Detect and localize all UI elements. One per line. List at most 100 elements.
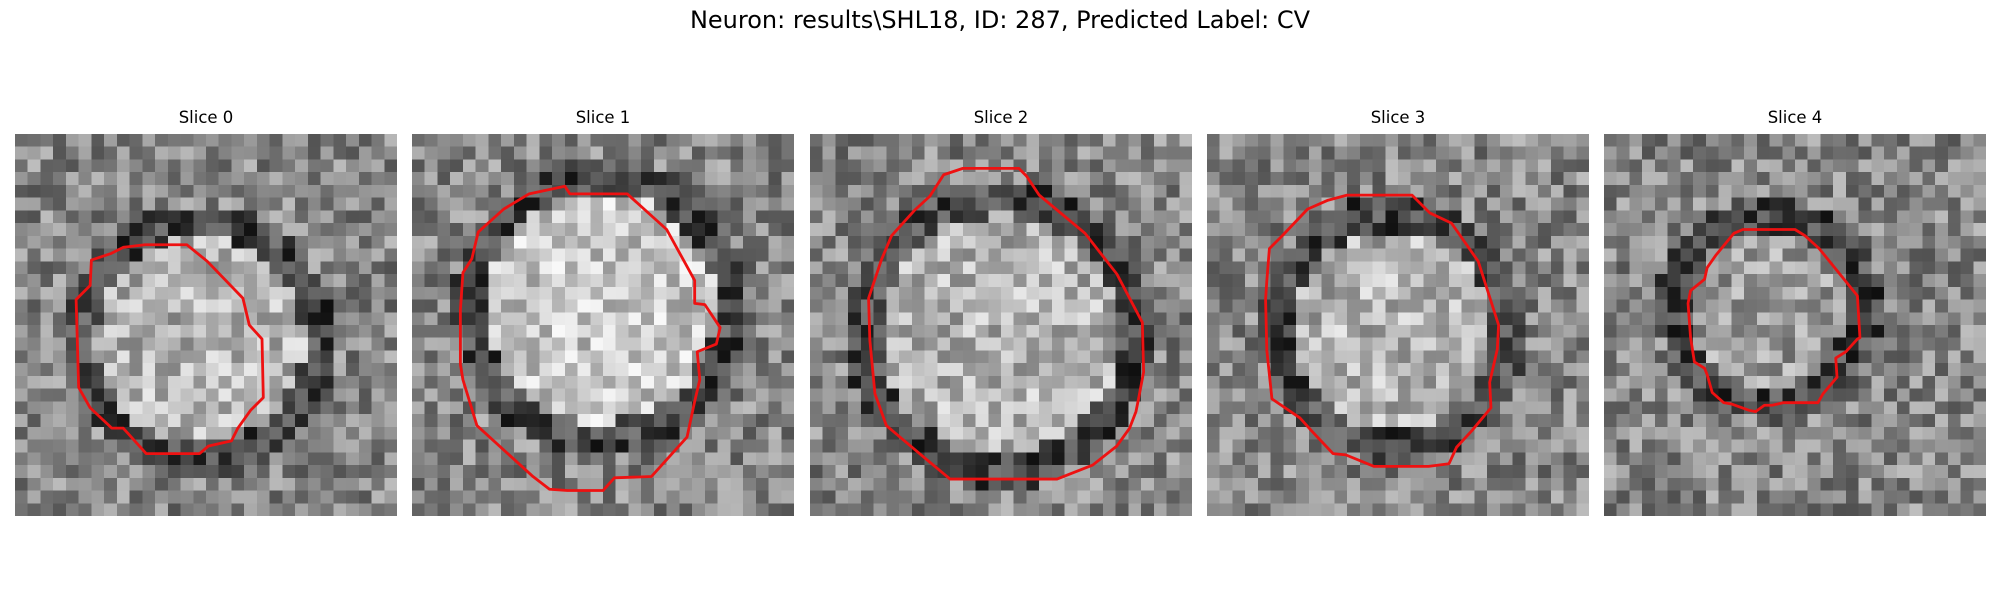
image-pixel: [1820, 134, 1834, 148]
image-pixel: [899, 477, 913, 491]
image-pixel: [1232, 414, 1246, 428]
image-pixel: [53, 325, 67, 339]
image-pixel: [666, 274, 680, 288]
image-pixel: [1731, 248, 1745, 262]
image-pixel: [501, 503, 515, 516]
image-pixel: [1077, 261, 1091, 275]
image-pixel: [835, 261, 849, 275]
image-pixel: [1896, 184, 1910, 199]
image-pixel: [781, 248, 794, 262]
image-pixel: [822, 452, 836, 466]
image-pixel: [860, 210, 875, 224]
image-pixel: [1525, 223, 1539, 237]
image-pixel: [1576, 426, 1589, 440]
image-pixel: [768, 235, 782, 249]
image-pixel: [437, 452, 451, 466]
image-pixel: [1296, 312, 1310, 326]
image-pixel: [1232, 439, 1246, 453]
image-pixel: [1039, 388, 1053, 402]
image-pixel: [1550, 299, 1564, 313]
panel-title-slice-0: Slice 0: [178, 108, 234, 127]
image-pixel: [1128, 375, 1142, 390]
image-pixel: [27, 210, 41, 224]
image-pixel: [937, 299, 951, 313]
image-pixel: [950, 414, 964, 428]
image-pixel: [358, 503, 372, 516]
image-pixel: [768, 274, 782, 288]
image-pixel: [1973, 312, 1986, 326]
image-pixel: [1039, 235, 1053, 249]
image-pixel: [1744, 146, 1758, 160]
image-pixel: [282, 197, 296, 211]
image-pixel: [462, 363, 477, 377]
image-pixel: [358, 401, 372, 415]
image-pixel: [346, 159, 360, 173]
image-pixel: [1115, 235, 1129, 249]
image-pixel: [91, 223, 105, 237]
image-pixel: [1283, 414, 1297, 428]
image-pixel: [1207, 172, 1221, 186]
image-pixel: [666, 337, 680, 351]
image-pixel: [1232, 286, 1246, 300]
image-pixel: [835, 401, 849, 415]
image-pixel: [666, 261, 680, 275]
image-pixel: [835, 235, 849, 249]
image-pixel: [552, 274, 566, 288]
image-pixel: [1525, 477, 1539, 491]
image-pixel: [641, 350, 655, 364]
image-pixel: [924, 146, 938, 160]
image-pixel: [835, 134, 849, 148]
image-pixel: [424, 426, 438, 440]
image-pixel: [1359, 503, 1373, 516]
image-pixel: [231, 235, 245, 249]
image-pixel: [501, 401, 515, 415]
image-pixel: [1385, 452, 1399, 466]
image-pixel: [371, 172, 385, 186]
image-pixel: [167, 134, 181, 148]
image-pixel: [1550, 146, 1564, 160]
image-pixel: [78, 477, 92, 491]
image-pixel: [1820, 248, 1834, 262]
image-pixel: [437, 388, 451, 402]
image-pixel: [692, 465, 706, 479]
image-pixel: [1347, 375, 1361, 390]
image-pixel: [1077, 337, 1091, 351]
image-pixel: [462, 452, 477, 466]
image-pixel: [899, 465, 913, 479]
image-pixel: [1680, 465, 1694, 479]
image-pixel: [1090, 159, 1104, 173]
image-pixel: [1705, 363, 1719, 377]
image-pixel: [501, 172, 515, 186]
image-pixel: [104, 159, 118, 173]
image-pixel: [1896, 426, 1910, 440]
image-pixel: [1935, 363, 1949, 377]
image-pixel: [1833, 401, 1847, 415]
image-pixel: [65, 477, 80, 491]
image-pixel: [552, 401, 566, 415]
image-pixel: [501, 490, 515, 504]
image-pixel: [65, 363, 80, 377]
image-pixel: [424, 477, 438, 491]
image-pixel: [1219, 223, 1233, 237]
image-pixel: [1807, 503, 1821, 516]
image-pixel: [1270, 452, 1284, 466]
image-pixel: [501, 210, 515, 224]
image-pixel: [1550, 490, 1564, 504]
image-pixel: [155, 274, 169, 288]
image-pixel: [1499, 401, 1513, 415]
image-pixel: [333, 197, 347, 211]
image-pixel: [564, 477, 578, 491]
image-pixel: [193, 490, 207, 504]
image-pixel: [641, 299, 655, 313]
image-pixel: [1179, 172, 1192, 186]
image-pixel: [666, 325, 680, 339]
image-pixel: [1731, 350, 1745, 364]
image-pixel: [628, 503, 642, 516]
image-pixel: [822, 312, 836, 326]
image-pixel: [1398, 325, 1412, 339]
image-pixel: [1115, 146, 1129, 160]
image-pixel: [1642, 146, 1656, 160]
image-pixel: [1359, 375, 1373, 390]
image-pixel: [1604, 426, 1618, 440]
image-pixel: [1090, 299, 1104, 313]
